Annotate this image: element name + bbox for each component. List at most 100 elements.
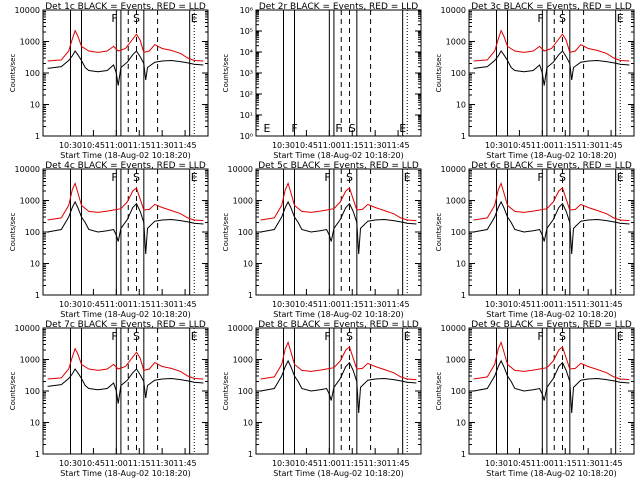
series-events xyxy=(473,359,630,414)
x-tick-label: 11:00 xyxy=(105,459,128,468)
x-tick-label: 11:15 xyxy=(128,300,151,309)
x-tick-label: 11:30 xyxy=(364,141,387,150)
x-axis-label: Start Time (18-Aug-02 10:18:20) xyxy=(60,310,191,319)
x-tick-label: 11:00 xyxy=(105,300,128,309)
y-tick-label: 10 xyxy=(30,260,40,269)
y-tick-label: 10⁶ xyxy=(240,6,253,15)
state-flag: F xyxy=(324,330,330,343)
panel-title: Det 7c BLACK = Events, RED = LLD xyxy=(45,320,206,330)
y-tick-label: 1 xyxy=(461,132,466,141)
series-lld xyxy=(260,340,417,381)
series-events xyxy=(47,368,204,404)
state-flag: E xyxy=(399,122,406,135)
x-tick-label: 11:45 xyxy=(174,300,197,309)
x-tick-label: 10:45 xyxy=(82,459,105,468)
x-tick-label: 11:15 xyxy=(341,300,364,309)
y-tick-label: 10000 xyxy=(15,324,40,333)
x-tick-label: 11:30 xyxy=(577,459,600,468)
plot-frame xyxy=(468,168,635,296)
y-tick-label: 10000 xyxy=(441,324,466,333)
y-tick-label: 100 xyxy=(25,387,40,396)
x-tick-label: 10:30 xyxy=(59,141,82,150)
y-tick-label: 1 xyxy=(35,132,40,141)
y-tick-label: 10000 xyxy=(15,165,40,174)
state-flag: S xyxy=(346,171,353,184)
y-tick-label: 10 xyxy=(456,101,466,110)
y-tick-label: 10 xyxy=(30,419,40,428)
state-flag: F xyxy=(291,122,297,135)
panel-title: Det 5c BLACK = Events, RED = LLD xyxy=(258,161,419,171)
panel-det-3: 1 10 100 1000 10000 10:30 10:45 11:00 11:15 11:30… xyxy=(435,2,635,160)
plot-frame xyxy=(42,9,209,137)
x-axis-label: Start Time (18-Aug-02 10:18:20) xyxy=(273,151,404,160)
x-tick-label: 11:00 xyxy=(318,459,341,468)
y-tick-label: 100 xyxy=(451,387,466,396)
x-tick-label: 11:45 xyxy=(387,141,410,150)
x-tick-label: 10:45 xyxy=(508,141,531,150)
series-lld xyxy=(47,181,204,222)
state-flag: S xyxy=(346,330,353,343)
x-tick-label: 11:15 xyxy=(128,141,151,150)
panel-title: Det 6c BLACK = Events, RED = LLD xyxy=(471,161,632,171)
x-tick-label: 10:30 xyxy=(485,141,508,150)
y-tick-label: 100 xyxy=(25,69,40,78)
y-tick-label: 1000 xyxy=(446,356,466,365)
y-tick-label: 100 xyxy=(25,228,40,237)
plot-frame xyxy=(255,168,422,296)
y-tick-label: 100 xyxy=(238,228,253,237)
series-events xyxy=(47,200,204,255)
state-flag: F xyxy=(111,171,117,184)
y-axis-label: Counts/sec xyxy=(222,54,230,93)
x-tick-label: 11:30 xyxy=(151,141,174,150)
y-tick-label: 10 xyxy=(243,419,253,428)
series-events xyxy=(260,200,417,255)
state-flag: E xyxy=(617,12,624,25)
plot-frame xyxy=(42,327,209,455)
series-events xyxy=(47,50,204,86)
y-tick-label: 10 xyxy=(30,101,40,110)
x-tick-label: 11:15 xyxy=(554,459,577,468)
x-tick-label: 10:45 xyxy=(82,300,105,309)
x-tick-label: 10:30 xyxy=(272,459,295,468)
panel-title: Det 4c BLACK = Events, RED = LLD xyxy=(45,161,206,171)
plot-frame xyxy=(468,9,635,137)
y-tick-label: 1000 xyxy=(446,38,466,47)
x-tick-label: 11:15 xyxy=(554,300,577,309)
panel-det-1: 1 10 100 1000 10000 10:30 10:45 11:00 11:15 11:30… xyxy=(9,2,209,160)
state-flag: E xyxy=(191,12,198,25)
y-tick-label: 10 xyxy=(243,260,253,269)
y-axis-label: Counts/sec xyxy=(9,213,17,252)
state-flag: S xyxy=(133,330,140,343)
state-flag: E xyxy=(617,171,624,184)
plot-frame xyxy=(42,168,209,296)
x-tick-label: 11:00 xyxy=(531,459,554,468)
state-flag: E xyxy=(191,171,198,184)
state-flag: E xyxy=(617,330,624,343)
state-flag: S xyxy=(133,12,140,25)
y-tick-label: 1000 xyxy=(233,356,253,365)
x-tick-label: 10:30 xyxy=(272,300,295,309)
series-events xyxy=(473,50,630,86)
series-events xyxy=(260,359,417,414)
x-tick-label: 11:15 xyxy=(341,459,364,468)
y-tick-label: 10000 xyxy=(228,324,253,333)
series-lld xyxy=(473,29,630,62)
y-axis-label: Counts/sec xyxy=(435,372,443,411)
panel-det-8: 1 10 100 1000 10000 10:30 10:45 11:00 11:15 11:30… xyxy=(222,320,422,478)
y-tick-label: 1000 xyxy=(20,356,40,365)
state-flag: F xyxy=(537,330,543,343)
x-tick-label: 10:30 xyxy=(485,300,508,309)
panel-det-7: 1 10 100 1000 10000 10:30 10:45 11:00 11:15 11:30… xyxy=(9,320,209,478)
y-tick-label: 100 xyxy=(238,387,253,396)
y-tick-label: 1 xyxy=(35,291,40,300)
panel-title: Det 3c BLACK = Events, RED = LLD xyxy=(471,2,632,12)
x-tick-label: 10:45 xyxy=(508,459,531,468)
state-flag: S xyxy=(133,171,140,184)
x-tick-label: 11:15 xyxy=(128,459,151,468)
x-tick-label: 11:45 xyxy=(387,300,410,309)
x-tick-label: 10:45 xyxy=(295,141,318,150)
state-flag: F xyxy=(324,171,330,184)
x-tick-label: 11:30 xyxy=(364,300,387,309)
state-flag: E xyxy=(191,330,198,343)
plot-frame xyxy=(255,9,422,137)
